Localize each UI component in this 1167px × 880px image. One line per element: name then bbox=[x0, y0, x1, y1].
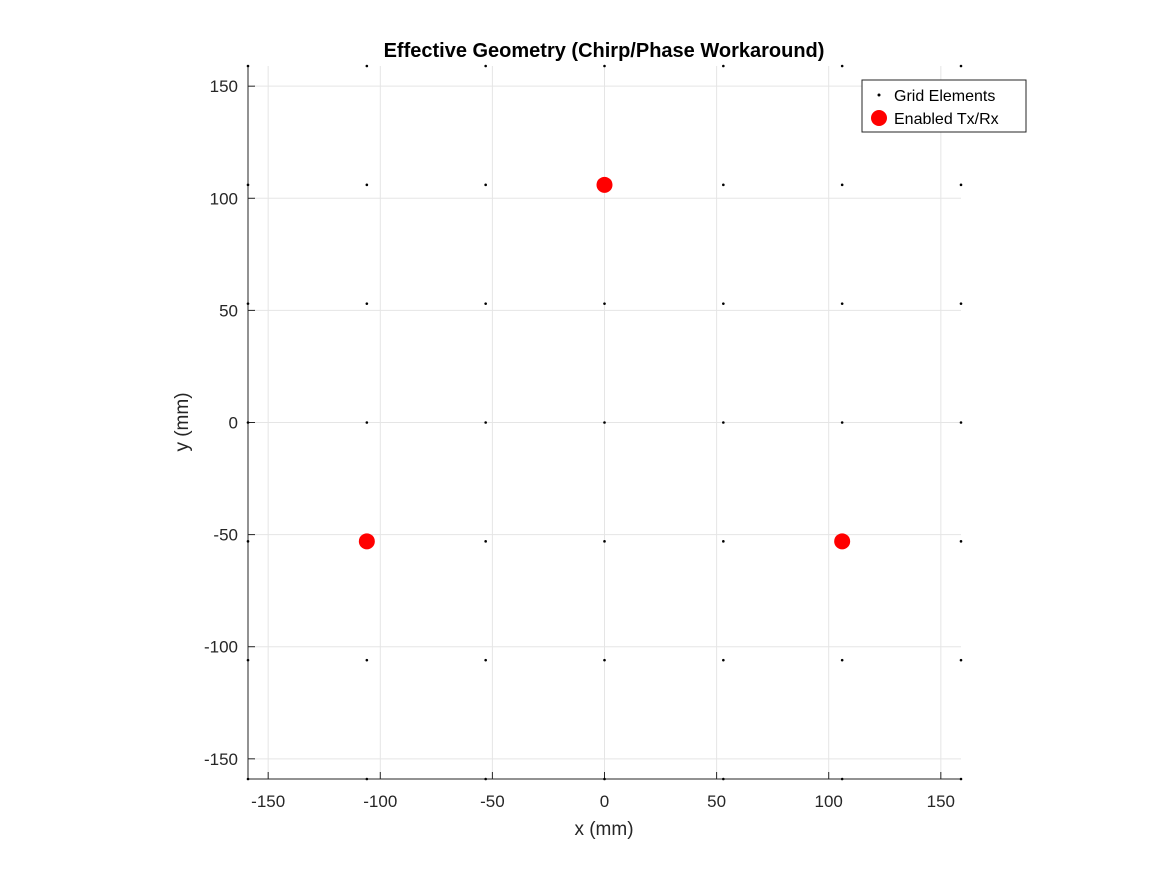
grid-element-point-11 bbox=[722, 658, 725, 662]
grid-element-point-5 bbox=[840, 777, 844, 781]
y-tick-label-3: 0 bbox=[229, 414, 238, 433]
x-tick-label-4: 50 bbox=[707, 792, 726, 811]
grid-element-point-41 bbox=[959, 183, 963, 187]
x-tick-label-2: -50 bbox=[480, 792, 505, 811]
legend-enabled-txrx-label: Enabled Tx/Rx bbox=[894, 111, 999, 128]
grid-element-point-37 bbox=[484, 183, 487, 187]
grid-element-point-14 bbox=[246, 540, 250, 543]
enabled-txrx-point-0 bbox=[596, 176, 613, 193]
grid-element-point-25 bbox=[722, 421, 725, 424]
grid-element-point-17 bbox=[603, 540, 606, 543]
grid-element-point-27 bbox=[959, 421, 963, 424]
grid-element-point-42 bbox=[246, 64, 250, 68]
y-axis-label: y (mm) bbox=[172, 392, 193, 451]
grid-element-point-2 bbox=[484, 777, 487, 781]
grid-element-point-23 bbox=[484, 421, 487, 424]
grid-element-point-34 bbox=[959, 302, 963, 305]
grid-element-point-16 bbox=[484, 540, 487, 543]
grid-element-point-10 bbox=[603, 658, 606, 662]
grid-element-point-36 bbox=[365, 183, 369, 187]
y-ticks: -150 -100 -50 0 50 100 150 bbox=[204, 77, 255, 769]
grid-element-point-29 bbox=[365, 302, 369, 305]
x-tick-label-1: -100 bbox=[363, 792, 397, 811]
y-tick-label-2: -50 bbox=[213, 526, 238, 545]
grid-element-point-22 bbox=[365, 421, 369, 424]
grid-element-point-30 bbox=[484, 302, 487, 305]
grid-element-point-3 bbox=[603, 777, 606, 781]
grid-element-point-31 bbox=[603, 302, 606, 305]
grid-element-point-39 bbox=[722, 183, 725, 187]
grid-element-point-33 bbox=[840, 302, 844, 305]
y-tick-label-4: 50 bbox=[219, 301, 238, 320]
x-tick-label-3: 0 bbox=[600, 792, 609, 811]
enabled-txrx-series bbox=[358, 176, 851, 550]
legend-grid-elements-label: Grid Elements bbox=[894, 88, 995, 105]
enabled-txrx-point-1 bbox=[358, 533, 375, 550]
grid-element-point-21 bbox=[246, 421, 250, 424]
y-tick-label-6: 150 bbox=[210, 77, 238, 96]
chart-title: Effective Geometry (Chirp/Phase Workarou… bbox=[384, 40, 825, 62]
grid-element-point-1 bbox=[365, 777, 369, 781]
x-tick-label-0: -150 bbox=[251, 792, 285, 811]
legend-enabled-txrx-marker bbox=[871, 110, 887, 126]
grid-element-point-45 bbox=[603, 64, 606, 68]
grid-element-point-44 bbox=[484, 64, 487, 68]
x-axis-label: x (mm) bbox=[574, 819, 633, 840]
legend-box bbox=[861, 79, 1027, 133]
grid-element-point-6 bbox=[959, 777, 963, 781]
grid-element-point-7 bbox=[246, 658, 250, 662]
grid-element-point-48 bbox=[959, 64, 963, 68]
grid-element-point-12 bbox=[840, 658, 844, 662]
grid-element-point-9 bbox=[484, 658, 487, 662]
grid-element-point-13 bbox=[959, 658, 963, 662]
y-tick-label-0: -150 bbox=[204, 750, 238, 769]
grid-element-point-32 bbox=[722, 302, 725, 305]
grid-element-point-47 bbox=[840, 64, 844, 68]
x-tick-label-6: 150 bbox=[927, 792, 955, 811]
grid-element-point-43 bbox=[365, 64, 369, 68]
grid-element-point-35 bbox=[246, 183, 250, 187]
grid-element-point-26 bbox=[840, 421, 844, 424]
enabled-txrx-point-2 bbox=[834, 533, 851, 550]
legend: Grid Elements Enabled Tx/Rx bbox=[861, 79, 1027, 133]
y-tick-label-1: -100 bbox=[204, 638, 238, 657]
grid-element-point-0 bbox=[246, 777, 250, 781]
grid-element-point-40 bbox=[840, 183, 844, 187]
legend-grid-elements-marker bbox=[877, 93, 881, 97]
grid-element-point-4 bbox=[722, 777, 725, 781]
grid-element-point-46 bbox=[722, 64, 725, 68]
grid-element-point-20 bbox=[959, 540, 963, 543]
grid-element-point-8 bbox=[365, 658, 369, 662]
grid-elements-series bbox=[246, 64, 963, 781]
grid-element-point-28 bbox=[246, 302, 250, 305]
x-ticks: -150 -100 -50 0 50 100 150 bbox=[251, 772, 955, 811]
grid-element-point-24 bbox=[603, 421, 606, 424]
grid-element-point-18 bbox=[722, 540, 725, 543]
y-tick-label-5: 100 bbox=[210, 189, 238, 208]
x-tick-label-5: 100 bbox=[815, 792, 843, 811]
